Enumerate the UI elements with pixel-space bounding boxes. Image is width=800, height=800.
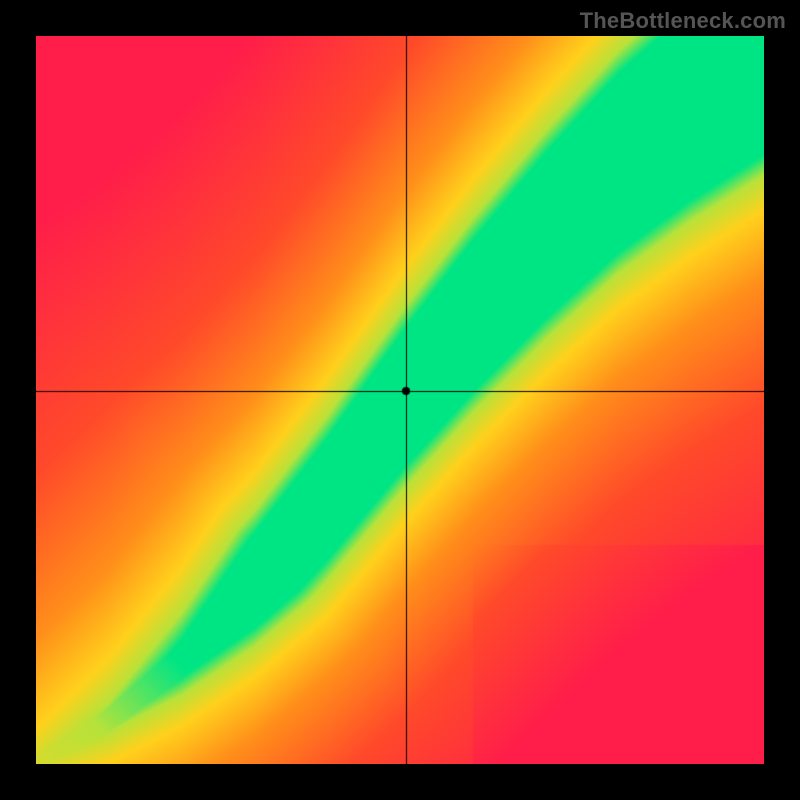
chart-container: TheBottleneck.com <box>0 0 800 800</box>
plot-frame <box>36 36 764 764</box>
watermark-text: TheBottleneck.com <box>580 8 786 34</box>
heatmap-canvas <box>36 36 764 764</box>
